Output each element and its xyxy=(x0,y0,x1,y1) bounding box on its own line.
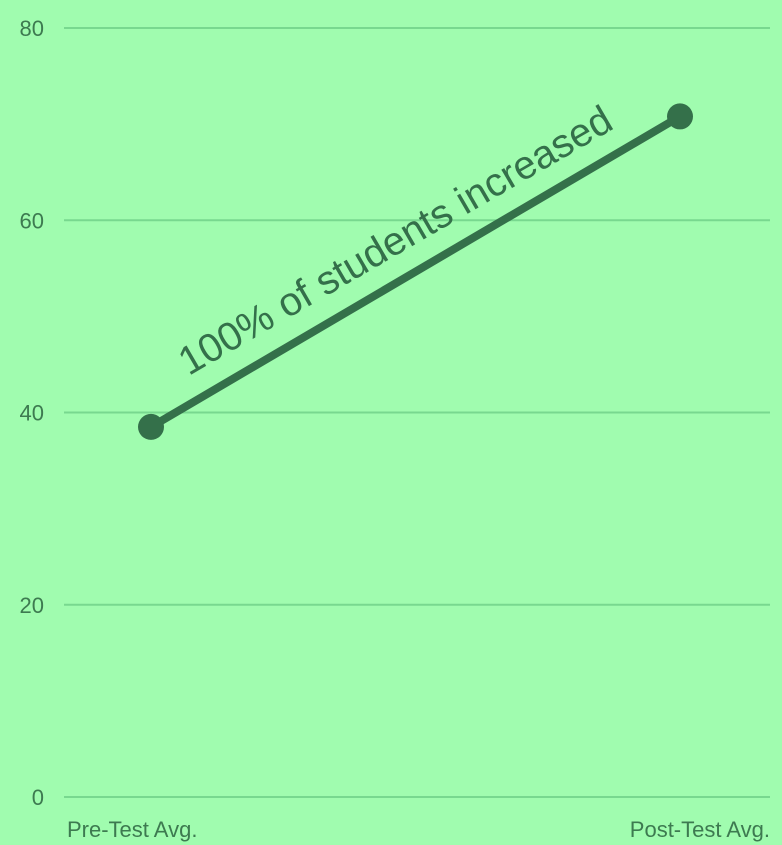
y-tick-label: 80 xyxy=(20,16,44,41)
y-tick-label: 40 xyxy=(20,401,44,426)
series-layer xyxy=(138,103,693,440)
series-line xyxy=(147,112,684,431)
y-tick-label: 60 xyxy=(20,208,44,233)
annotation-label: 100% of students increased xyxy=(171,98,620,384)
data-point xyxy=(138,413,164,440)
data-point xyxy=(667,103,693,130)
x-axis-ticks: Pre-Test Avg. Post-Test Avg. xyxy=(67,817,770,842)
y-tick-label: 0 xyxy=(32,785,44,810)
x-tick-label: Post-Test Avg. xyxy=(630,817,770,842)
x-tick-label: Pre-Test Avg. xyxy=(67,817,197,842)
y-axis-ticks: 0 20 40 60 80 xyxy=(20,16,44,810)
y-tick-label: 20 xyxy=(20,593,44,618)
